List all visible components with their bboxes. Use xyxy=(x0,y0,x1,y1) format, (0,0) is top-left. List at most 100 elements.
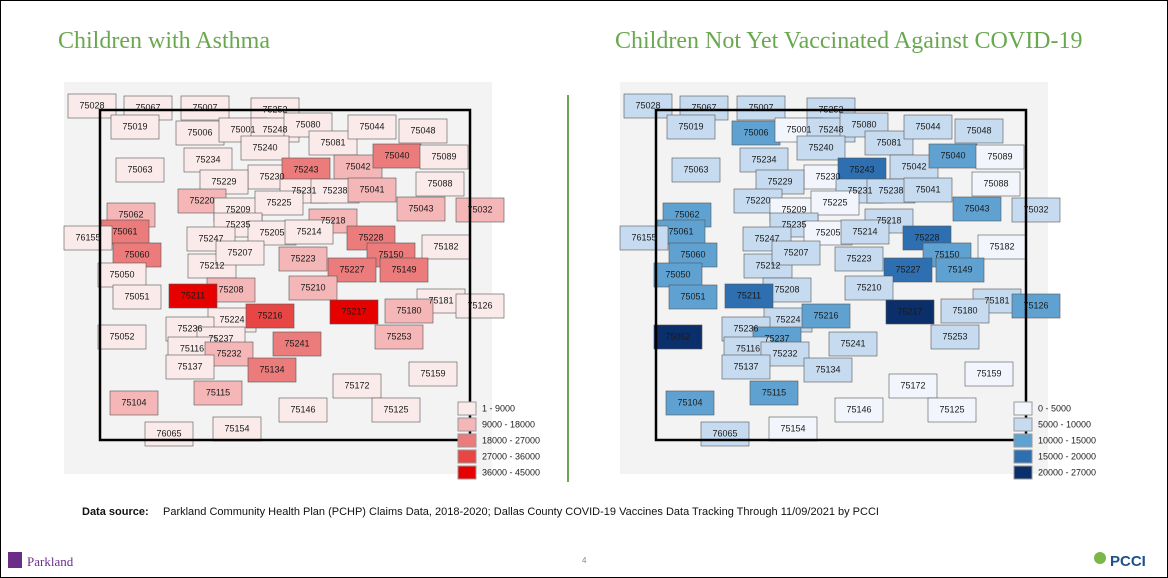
zip-label: 75081 xyxy=(320,137,345,147)
zip-label: 75237 xyxy=(764,333,789,343)
legend-swatch xyxy=(1013,433,1033,448)
zip-label: 75228 xyxy=(358,232,383,242)
map-title: Children Not Yet Vaccinated Against COVI… xyxy=(615,28,1083,54)
zip-label: 75115 xyxy=(206,387,230,397)
zip-label: 75212 xyxy=(755,260,780,270)
zip-area xyxy=(888,373,938,399)
zip-label: 75181 xyxy=(428,295,453,305)
zip-label: 75237 xyxy=(208,333,233,343)
zip-area xyxy=(834,397,884,423)
zip-label: 75051 xyxy=(124,291,149,301)
zip-area xyxy=(954,118,1004,144)
zip-area xyxy=(212,416,262,442)
zip-label: 75019 xyxy=(678,121,703,131)
zip-label: 75216 xyxy=(257,310,282,320)
zip-area xyxy=(731,120,781,146)
zip-area xyxy=(374,324,424,350)
legend-label: 9000 - 18000 xyxy=(482,419,535,429)
zip-label: 76065 xyxy=(712,428,737,438)
zip-label: 75217 xyxy=(897,306,922,316)
zip-label: 75238 xyxy=(322,185,347,195)
zip-label: 75150 xyxy=(378,249,403,259)
legend-swatch xyxy=(457,401,477,416)
zip-label: 75051 xyxy=(680,291,705,301)
zip-area xyxy=(837,157,887,183)
zip-label: 75235 xyxy=(781,219,806,229)
zip-label: 75041 xyxy=(359,184,384,194)
zip-area xyxy=(623,93,673,119)
legend-swatch xyxy=(1013,401,1033,416)
footer-text: Parkland Community Health Plan (PCHP) Cl… xyxy=(163,506,879,518)
zip-area xyxy=(288,275,338,301)
zip-area xyxy=(245,303,295,329)
zip-label: 75052 xyxy=(109,331,134,341)
zip-label: 75182 xyxy=(433,241,458,251)
zip-label: 75150 xyxy=(934,249,959,259)
logo: PCCI xyxy=(1110,553,1146,570)
zip-label: 75007 xyxy=(748,102,773,112)
zip-area xyxy=(975,144,1025,170)
zip-area xyxy=(803,357,853,383)
zip-label: 75067 xyxy=(691,102,716,112)
zip-label: 75149 xyxy=(947,264,972,274)
zip-area xyxy=(115,157,165,183)
zip-area xyxy=(254,190,304,216)
legend-label: 5000 - 10000 xyxy=(1038,419,1091,429)
zip-area xyxy=(347,114,397,140)
zip-area xyxy=(928,143,978,169)
zip-label: 75154 xyxy=(224,423,249,433)
zip-label: 75227 xyxy=(339,264,364,274)
zip-label: 75231 xyxy=(847,185,872,195)
zip-label: 75154 xyxy=(780,423,805,433)
zip-label: 75214 xyxy=(296,226,321,236)
zip-label: 75227 xyxy=(895,264,920,274)
zip-label: 75048 xyxy=(966,125,991,135)
zip-label: 75225 xyxy=(822,197,847,207)
zip-label: 75252 xyxy=(262,104,287,114)
zip-label: 75080 xyxy=(295,119,320,129)
zip-label: 75159 xyxy=(976,368,1001,378)
zip-area xyxy=(415,171,465,197)
zip-area xyxy=(193,380,243,406)
zip-label: 75050 xyxy=(665,269,690,279)
zip-label: 75232 xyxy=(216,348,241,358)
zip-area xyxy=(180,95,230,121)
zip-area xyxy=(347,177,397,203)
zip-area xyxy=(97,324,147,350)
map: 75028 75067 75007 75252 75019 75006 75001 75248… xyxy=(619,82,1061,474)
zip-label: 75104 xyxy=(677,397,702,407)
zip-area xyxy=(666,114,716,140)
zip-area xyxy=(700,421,750,447)
zip-area xyxy=(1011,293,1061,319)
zip-label: 75248 xyxy=(818,124,843,134)
zip-label: 75067 xyxy=(135,102,160,112)
zip-label: 75063 xyxy=(127,164,152,174)
zip-label: 75063 xyxy=(683,164,708,174)
zip-label: 75042 xyxy=(901,161,926,171)
zip-label: 75134 xyxy=(259,364,284,374)
zip-label: 75137 xyxy=(177,361,202,371)
logo-icon xyxy=(1094,552,1106,564)
zip-area xyxy=(278,246,328,272)
zip-area xyxy=(653,262,703,288)
zip-label: 75225 xyxy=(266,197,291,207)
zip-label: 75223 xyxy=(290,253,315,263)
zip-area xyxy=(372,143,422,169)
zip-area xyxy=(952,196,1002,222)
zip-area xyxy=(455,197,505,223)
zip-label: 76155 xyxy=(631,232,656,242)
zip-label: 75214 xyxy=(852,226,877,236)
zip-label: 75007 xyxy=(192,102,217,112)
zip-area xyxy=(940,298,990,324)
zip-label: 75089 xyxy=(431,151,456,161)
zip-label: 75172 xyxy=(344,380,369,390)
zip-label: 75252 xyxy=(818,104,843,114)
zip-label: 75243 xyxy=(849,164,874,174)
zip-label: 75146 xyxy=(846,404,871,414)
zip-label: 75146 xyxy=(290,404,315,414)
zip-area xyxy=(903,114,953,140)
page-number: 4 xyxy=(582,556,587,565)
zip-area xyxy=(215,240,265,266)
zip-label: 75028 xyxy=(79,100,104,110)
zip-label: 75088 xyxy=(983,178,1008,188)
